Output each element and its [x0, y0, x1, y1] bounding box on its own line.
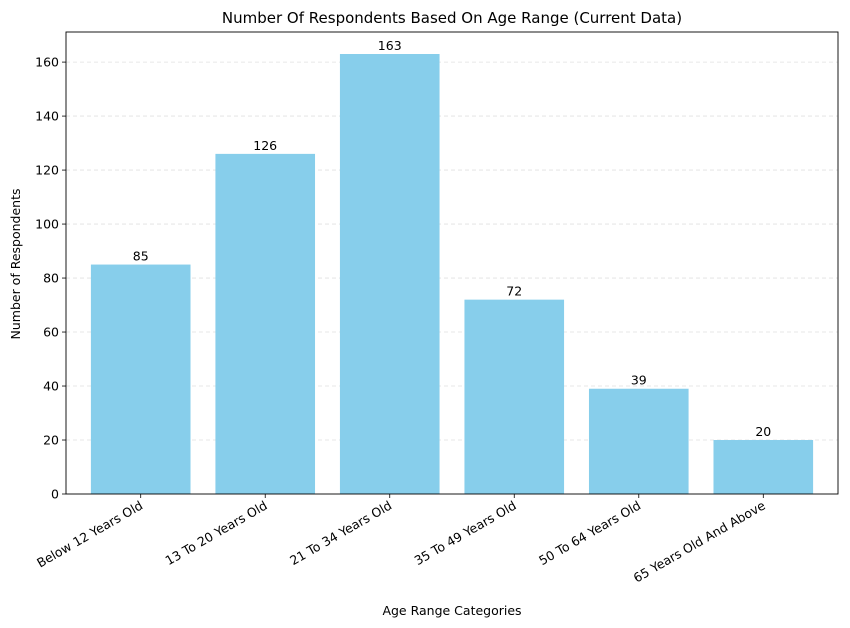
y-tick-label: 0	[51, 487, 59, 502]
bar-value-label: 20	[755, 424, 771, 439]
x-tick-label: 65 Years Old And Above	[631, 497, 768, 585]
y-tick-label: 80	[43, 271, 59, 286]
x-tick-label: 50 To 64 Years Old	[536, 498, 643, 569]
x-tick-label: 13 To 20 Years Old	[163, 498, 270, 569]
bar-value-label: 85	[133, 249, 149, 264]
bar	[215, 153, 316, 494]
grid-layer	[66, 61, 838, 441]
x-tick-label: 35 To 49 Years Old	[412, 498, 519, 569]
bar-value-label: 163	[378, 38, 402, 53]
label-layer: 85 126 163 72 39 20	[133, 38, 772, 439]
x-axis-title: Age Range Categories	[382, 603, 521, 618]
y-tick-label: 120	[35, 163, 59, 178]
y-tick-label: 40	[43, 379, 59, 394]
bar-value-label: 39	[631, 373, 647, 388]
bar-value-label: 126	[253, 138, 277, 153]
y-tick-label: 60	[43, 325, 59, 340]
bar	[713, 440, 814, 494]
bar-layer	[90, 54, 814, 494]
bar	[464, 299, 565, 494]
bar	[339, 54, 440, 494]
y-tick-label: 160	[35, 55, 59, 70]
bar	[588, 388, 689, 494]
y-tick-label: 140	[35, 109, 59, 124]
x-tick-label: Below 12 Years Old	[34, 498, 145, 571]
x-tick-label: 21 To 34 Years Old	[287, 498, 394, 569]
y-tick-label: 20	[43, 433, 59, 448]
chart-title: Number Of Respondents Based On Age Range…	[222, 9, 682, 27]
y-axis-title: Number of Respondents	[8, 188, 23, 339]
plot-frame	[65, 31, 839, 495]
y-tick-label: 100	[35, 217, 59, 232]
bar	[90, 264, 191, 494]
bar-value-label: 72	[506, 284, 522, 299]
